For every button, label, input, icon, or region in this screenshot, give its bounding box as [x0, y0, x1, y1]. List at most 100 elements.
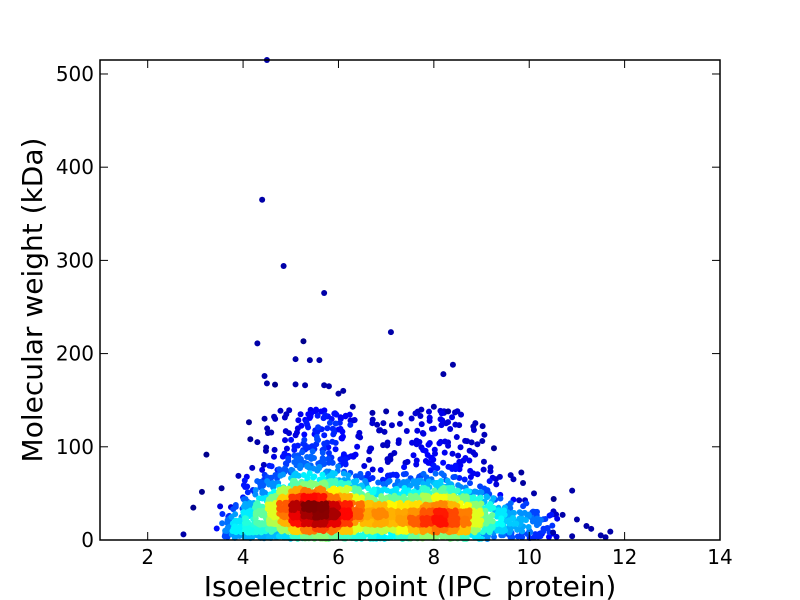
density-point	[369, 528, 376, 535]
density-point	[321, 432, 328, 439]
density-point	[377, 466, 384, 473]
data-point	[261, 372, 268, 379]
density-point	[438, 422, 445, 429]
density-point	[546, 512, 553, 519]
density-point	[485, 518, 492, 525]
density-point	[506, 529, 513, 536]
density-point	[407, 492, 414, 499]
density-point	[377, 527, 384, 534]
density-point	[544, 524, 551, 531]
density-point	[241, 515, 248, 522]
density-point	[390, 495, 397, 502]
density-point	[340, 451, 347, 458]
density-point	[289, 527, 296, 534]
density-point	[283, 445, 290, 452]
data-point	[302, 382, 309, 389]
density-point	[299, 449, 306, 456]
density-point	[358, 535, 365, 542]
density-point	[340, 526, 347, 533]
density-point	[386, 477, 393, 484]
density-point	[457, 444, 464, 451]
density-point	[462, 437, 469, 444]
density-point	[513, 520, 520, 527]
density-point	[545, 534, 552, 541]
density-point	[431, 493, 438, 500]
density-point	[298, 422, 305, 429]
density-point	[413, 461, 420, 468]
density-point	[487, 468, 494, 475]
density-point	[402, 470, 409, 477]
density-point	[433, 517, 440, 524]
density-point	[418, 421, 425, 428]
density-point	[440, 472, 447, 479]
x-tick-label: 10	[517, 545, 542, 569]
density-point	[358, 502, 365, 509]
density-point	[498, 516, 505, 523]
data-point	[280, 262, 287, 269]
density-point	[330, 426, 337, 433]
density-point	[322, 412, 329, 419]
density-point	[261, 415, 268, 422]
density-point	[424, 510, 431, 517]
y-axis-label: Molecular weight (kDa)	[16, 138, 49, 463]
density-point	[378, 494, 385, 501]
density-point	[301, 510, 308, 517]
density-point	[389, 488, 396, 495]
data-point	[440, 371, 447, 378]
data-point	[306, 357, 313, 364]
y-tick-label: 0	[81, 528, 94, 552]
density-point	[357, 434, 364, 441]
density-point	[337, 425, 344, 432]
density-point	[453, 434, 460, 441]
density-point	[297, 411, 304, 418]
density-point	[245, 419, 252, 426]
density-point	[499, 521, 506, 528]
density-point	[217, 503, 224, 510]
data-point	[254, 439, 261, 446]
density-point	[263, 444, 270, 451]
density-point	[310, 465, 317, 472]
density-point	[288, 502, 295, 509]
density-point	[408, 415, 415, 422]
density-point	[402, 508, 409, 515]
density-point	[384, 439, 391, 446]
density-point	[520, 480, 527, 487]
density-point	[270, 453, 277, 460]
density-point	[425, 408, 432, 415]
data-point	[292, 356, 299, 363]
density-point	[332, 446, 339, 453]
density-point	[487, 503, 494, 510]
density-point	[354, 443, 361, 450]
density-point	[378, 487, 385, 494]
density-point	[375, 479, 382, 486]
density-point	[321, 504, 328, 511]
density-point	[433, 479, 440, 486]
density-point	[252, 491, 259, 498]
density-point	[296, 501, 303, 508]
density-point	[353, 477, 360, 484]
density-point	[329, 438, 336, 445]
density-point	[441, 449, 448, 456]
density-point	[254, 478, 261, 485]
y-tick-label: 400	[56, 155, 94, 179]
density-point	[417, 413, 424, 420]
data-point	[445, 408, 452, 415]
density-point	[281, 527, 288, 534]
density-point	[409, 439, 416, 446]
density-point	[395, 508, 402, 515]
density-point	[340, 470, 347, 477]
density-point	[190, 504, 197, 511]
data-point	[180, 531, 187, 538]
density-point	[291, 487, 298, 494]
density-point	[253, 529, 260, 536]
density-point	[391, 449, 398, 456]
density-point	[346, 493, 353, 500]
density-point	[314, 412, 321, 419]
data-point	[259, 196, 266, 203]
density-point	[397, 501, 404, 508]
density-point	[380, 442, 387, 449]
density-point	[283, 499, 290, 506]
density-point	[342, 413, 349, 420]
density-point	[411, 519, 418, 526]
density-point	[305, 424, 312, 431]
